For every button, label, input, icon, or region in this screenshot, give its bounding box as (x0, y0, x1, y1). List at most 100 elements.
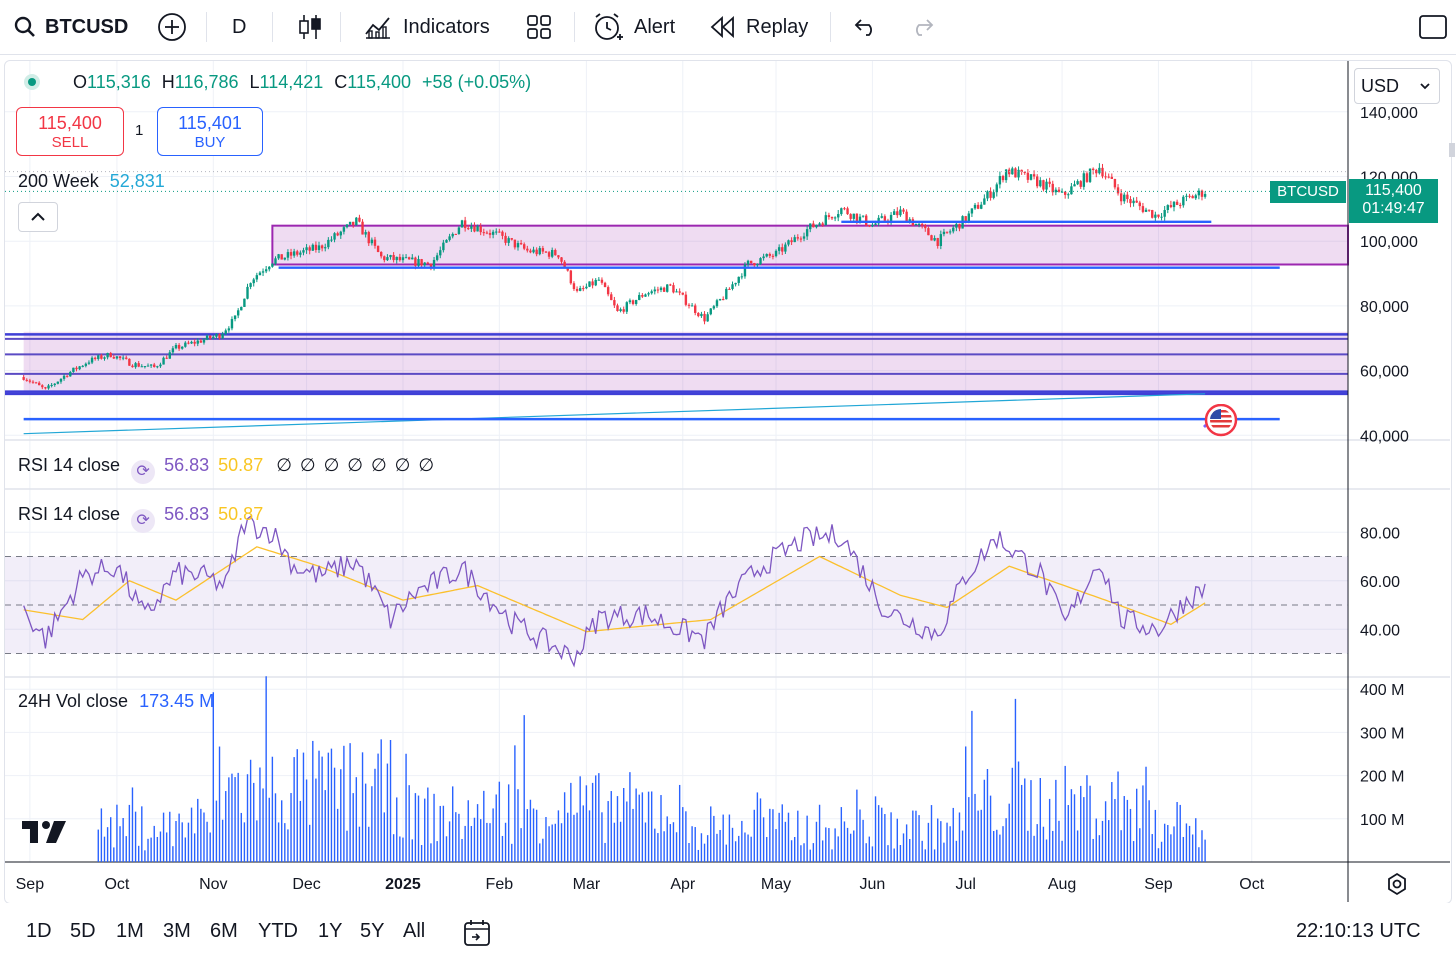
candle-body (718, 299, 722, 301)
candle-body (1197, 190, 1201, 196)
range-button-1y[interactable]: 1Y (318, 920, 343, 942)
fullscreen-button[interactable] (1418, 0, 1448, 54)
chart-frame (4, 60, 1452, 904)
utc-clock[interactable]: 22:10:13 UTC (1296, 920, 1421, 942)
candle-body (221, 333, 224, 339)
range-button-5y[interactable]: 5Y (360, 920, 385, 942)
candle (112, 354, 116, 360)
high-value: 116,786 (174, 72, 239, 92)
candle-body (299, 252, 302, 255)
candle (283, 257, 287, 261)
rsi-legend[interactable]: RSI 14 close ⟳ 56.83 50.87 (18, 504, 263, 533)
time-tick-label: Jul (955, 876, 975, 893)
range-button-all[interactable]: All (403, 920, 426, 942)
candle (131, 364, 134, 368)
candle-body (376, 245, 380, 253)
candle (824, 211, 827, 226)
candle (457, 226, 461, 235)
compare-button[interactable] (157, 0, 187, 54)
candle (1008, 167, 1011, 178)
candle-body (78, 366, 81, 370)
candle-body (125, 357, 128, 359)
candle (1076, 179, 1079, 186)
time-axis: Sep Oct Nov Dec 2025 Feb Mar Apr May Jun Jul Aug Sep… (16, 876, 1265, 893)
candle-body (634, 299, 638, 304)
candle (1113, 178, 1117, 190)
goto-date-icon[interactable] (462, 918, 492, 948)
candle-body (131, 365, 134, 368)
chevron-down-icon (1420, 83, 1430, 90)
candle-body (871, 224, 874, 227)
range-button-ytd[interactable]: YTD (258, 920, 298, 942)
candle (1070, 182, 1073, 195)
candle-body (283, 257, 287, 260)
candle-body (687, 304, 691, 306)
symbol-search[interactable]: BTCUSD (14, 0, 128, 54)
candle (516, 240, 520, 251)
range-button-3m[interactable]: 3M (163, 920, 191, 942)
candle-body (268, 266, 271, 270)
rsi-collapsed-legend[interactable]: RSI 14 close ⟳ 56.83 50.87 ∅ ∅ ∅ ∅ ∅ ∅ ∅ (18, 455, 434, 484)
range-button-1m[interactable]: 1M (116, 920, 144, 942)
undo-button[interactable] (854, 0, 878, 54)
redo-button[interactable] (910, 0, 934, 54)
candle-body (339, 231, 342, 236)
indicators-button[interactable]: Indicators (364, 0, 490, 54)
candle-body (181, 346, 184, 349)
candle (199, 338, 203, 343)
range-button-1d[interactable]: 1D (26, 920, 52, 942)
candle (939, 230, 943, 250)
chart-type-button[interactable] (297, 0, 323, 54)
candle (1098, 163, 1101, 175)
candle (78, 365, 81, 371)
grid-icon (527, 15, 551, 39)
candle-body (277, 254, 280, 259)
candle-body (224, 330, 227, 334)
currency-select[interactable]: USD (1354, 68, 1440, 104)
candle-body (1011, 168, 1014, 175)
ma-legend[interactable]: 200 Week 52,831 (18, 171, 165, 192)
candle (174, 342, 178, 350)
candle-body (311, 244, 314, 251)
candle-body (594, 279, 597, 286)
economic-event-flag-icon[interactable] (1203, 403, 1238, 438)
interval-label: D (232, 15, 247, 38)
interval-button[interactable]: D (232, 0, 246, 54)
candle (87, 360, 91, 365)
time-tick-label: Mar (573, 876, 601, 893)
candle-body (69, 371, 72, 377)
candle-body (995, 184, 998, 193)
tradingview-logo-icon[interactable] (22, 819, 68, 845)
collapse-legend-button[interactable] (18, 202, 58, 232)
range-button-5d[interactable]: 5D (70, 920, 96, 942)
candle (311, 243, 314, 251)
candle-body (541, 248, 545, 252)
candle-body (1157, 214, 1160, 217)
candle (899, 206, 902, 217)
candle (320, 244, 324, 252)
price-tick-label: 40,000 (1360, 428, 1409, 445)
layouts-button[interactable] (526, 0, 552, 54)
candle-body (1098, 167, 1101, 174)
candle-body (1045, 181, 1048, 190)
candle-body (516, 243, 520, 248)
candle (728, 287, 731, 290)
replay-button[interactable]: Replay (710, 0, 808, 54)
candle (1042, 179, 1045, 192)
candle-body (1026, 172, 1030, 180)
candle (181, 346, 184, 350)
candle-body (715, 300, 719, 307)
sell-button[interactable]: 115,400 SELL (16, 107, 124, 156)
candle (1023, 171, 1026, 175)
alert-button[interactable]: Alert (592, 0, 675, 54)
volume-legend[interactable]: 24H Vol close 173.45 M (18, 691, 214, 712)
candle-body (286, 252, 290, 258)
candle-body (296, 251, 299, 255)
buy-button[interactable]: 115,401 BUY (157, 107, 263, 156)
candle (1197, 188, 1201, 200)
candle (1036, 174, 1039, 189)
candle (367, 230, 370, 246)
range-button-6m[interactable]: 6M (210, 920, 238, 942)
settings-icon[interactable] (1385, 872, 1409, 896)
